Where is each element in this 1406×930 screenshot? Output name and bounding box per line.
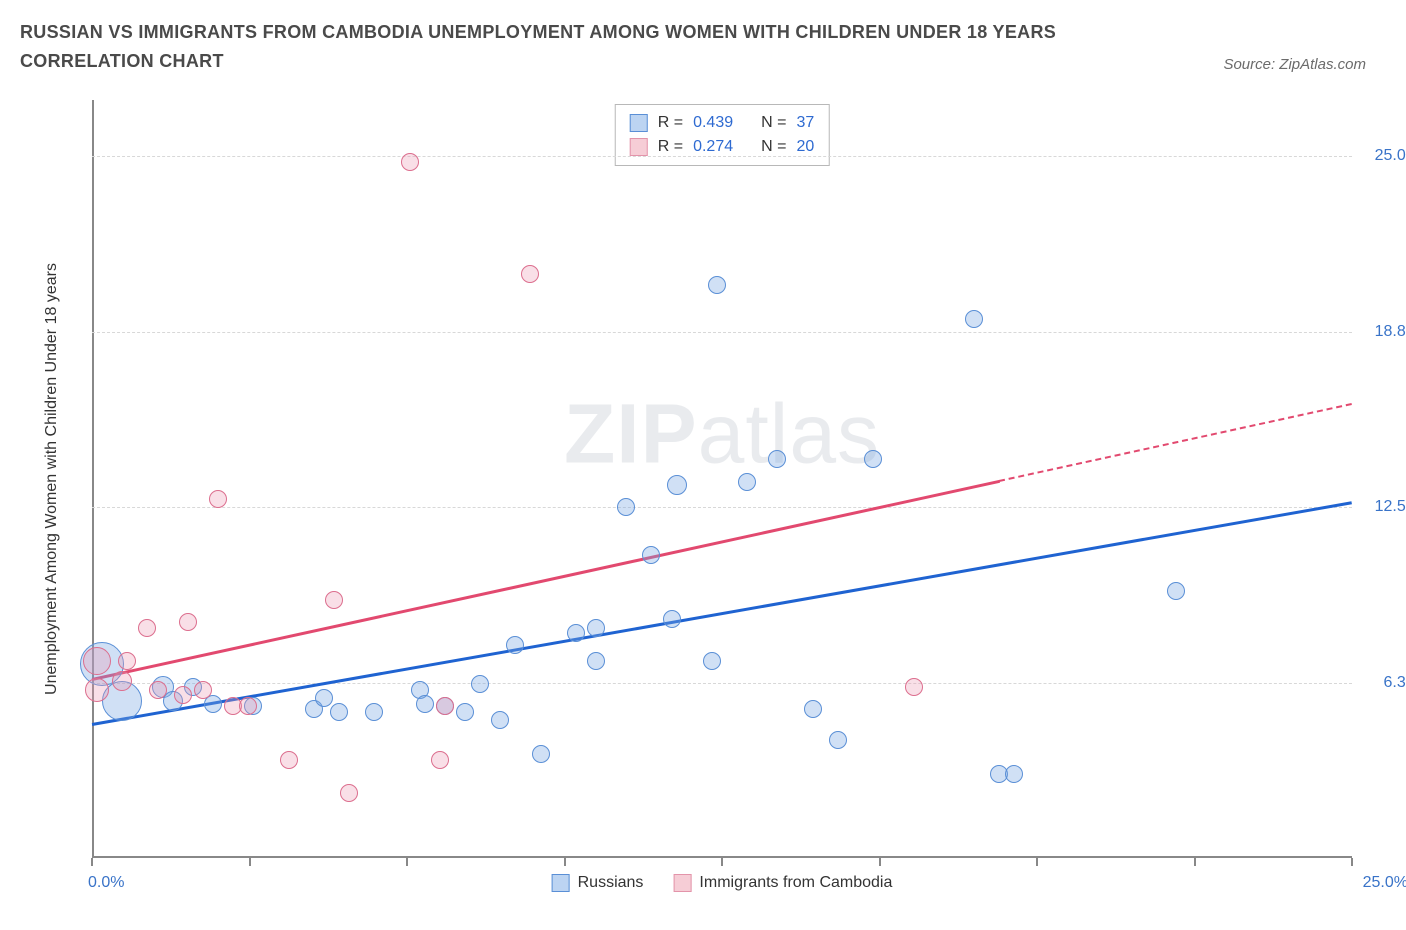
data-point [667, 475, 687, 495]
x-tick [879, 858, 881, 866]
data-point [829, 731, 847, 749]
data-point [280, 751, 298, 769]
stat-r-value: 0.439 [693, 111, 733, 135]
data-point [642, 546, 660, 564]
x-tick [721, 858, 723, 866]
watermark-bold: ZIP [564, 386, 698, 480]
data-point [174, 686, 192, 704]
data-point [491, 711, 509, 729]
plot-area: ZIPatlas R =0.439N =37R =0.274N =20 0.0%… [92, 100, 1352, 858]
data-point [864, 450, 882, 468]
stat-n-label: N = [761, 111, 786, 135]
legend-item: Immigrants from Cambodia [673, 874, 892, 892]
y-tick-label: 12.5% [1360, 498, 1406, 516]
data-point [456, 703, 474, 721]
x-tick [406, 858, 408, 866]
x-axis-max-label: 25.0% [1363, 874, 1406, 892]
data-point [325, 591, 343, 609]
data-point [315, 689, 333, 707]
data-point [617, 498, 635, 516]
x-tick [564, 858, 566, 866]
data-point [965, 310, 983, 328]
data-point [521, 265, 539, 283]
data-point [401, 153, 419, 171]
chart-container: Unemployment Among Women with Children U… [62, 100, 1352, 858]
source-attribution: Source: ZipAtlas.com [1223, 56, 1366, 73]
data-point [112, 671, 132, 691]
data-point [532, 745, 550, 763]
data-point [138, 619, 156, 637]
x-tick [1036, 858, 1038, 866]
trend-line [999, 403, 1352, 482]
data-point [703, 652, 721, 670]
data-point [85, 678, 109, 702]
x-tick [249, 858, 251, 866]
data-point [738, 473, 756, 491]
data-point [587, 652, 605, 670]
y-tick-label: 25.0% [1360, 147, 1406, 165]
data-point [179, 613, 197, 631]
x-tick [91, 858, 93, 866]
data-point [431, 751, 449, 769]
data-point [365, 703, 383, 721]
data-point [471, 675, 489, 693]
grid-line [92, 683, 1352, 684]
data-point [416, 695, 434, 713]
data-point [194, 681, 212, 699]
x-tick [1194, 858, 1196, 866]
legend-label: Immigrants from Cambodia [699, 874, 892, 892]
stats-row: R = 0.439 N = 37 [630, 111, 815, 135]
data-point [340, 784, 358, 802]
data-point [804, 700, 822, 718]
stat-r-label: R = [658, 111, 683, 135]
watermark-light: atlas [698, 386, 880, 480]
data-point [83, 647, 111, 675]
y-tick-label: 6.3% [1360, 674, 1406, 692]
data-point [768, 450, 786, 468]
data-point [436, 697, 454, 715]
y-axis-line [92, 100, 94, 858]
x-tick [1351, 858, 1353, 866]
chart-title: RUSSIAN VS IMMIGRANTS FROM CAMBODIA UNEM… [20, 18, 1120, 76]
grid-line [92, 332, 1352, 333]
grid-line [92, 156, 1352, 157]
legend-swatch [673, 874, 691, 892]
series-legend: Russians Immigrants from Cambodia [552, 874, 893, 892]
trend-line [92, 480, 1000, 681]
legend-item: Russians [552, 874, 644, 892]
watermark: ZIPatlas [564, 385, 880, 482]
data-point [905, 678, 923, 696]
grid-line [92, 507, 1352, 508]
data-point [506, 636, 524, 654]
data-point [330, 703, 348, 721]
y-tick-label: 18.8% [1360, 323, 1406, 341]
x-axis-min-label: 0.0% [88, 874, 124, 892]
stat-n-value: 37 [796, 111, 814, 135]
data-point [663, 610, 681, 628]
data-point [1167, 582, 1185, 600]
data-point [567, 624, 585, 642]
data-point [149, 681, 167, 699]
legend-label: Russians [578, 874, 644, 892]
data-point [708, 276, 726, 294]
legend-swatch [630, 138, 648, 156]
data-point [239, 697, 257, 715]
data-point [118, 652, 136, 670]
legend-swatch [552, 874, 570, 892]
y-axis-label: Unemployment Among Women with Children U… [43, 263, 61, 695]
trend-line [92, 501, 1352, 725]
data-point [1005, 765, 1023, 783]
data-point [587, 619, 605, 637]
legend-swatch [630, 114, 648, 132]
data-point [209, 490, 227, 508]
